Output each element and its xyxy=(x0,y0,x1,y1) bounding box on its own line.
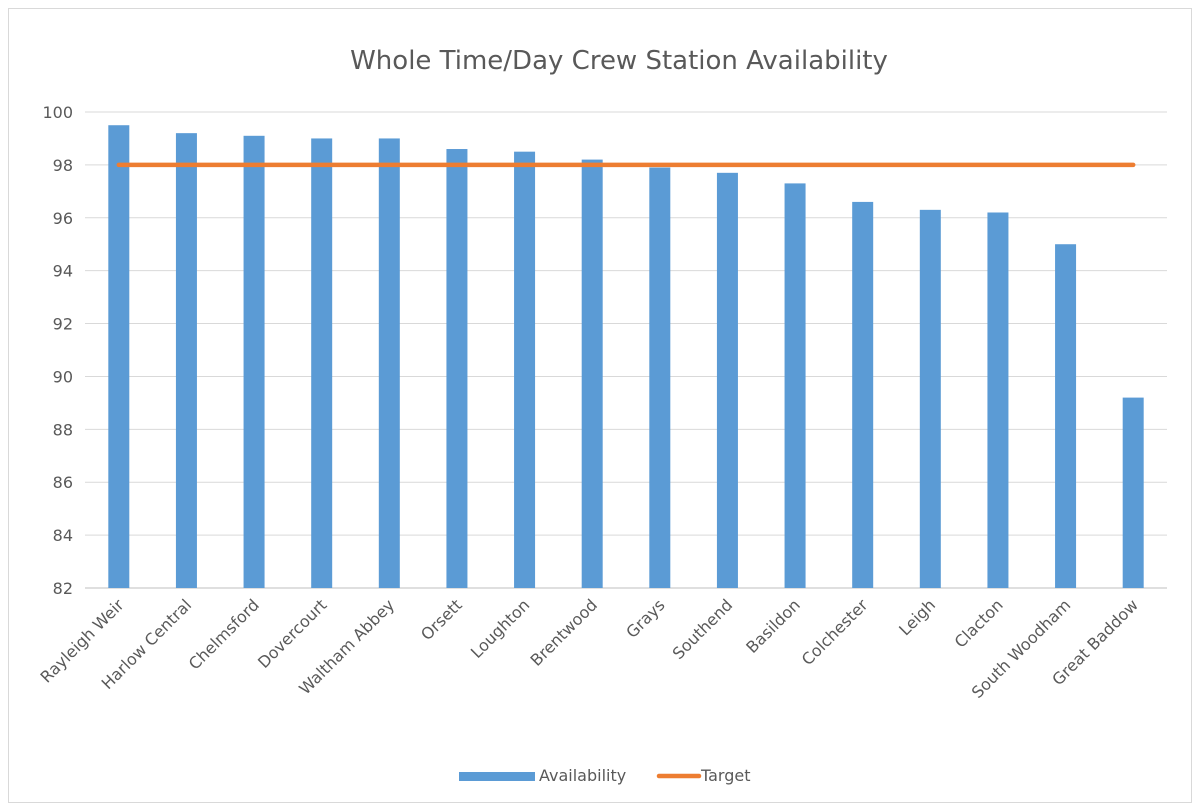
bar-loughton xyxy=(514,151,536,588)
bar-leigh xyxy=(919,209,941,588)
x-tick-label: Brentwood xyxy=(527,595,601,669)
x-tick-label: Clacton xyxy=(951,595,1007,651)
bar-brentwood xyxy=(581,159,603,588)
bar-south-woodham xyxy=(1055,244,1077,588)
y-tick-label: 84 xyxy=(53,526,73,545)
bar-southend xyxy=(716,172,738,589)
y-tick-label: 94 xyxy=(53,262,73,281)
y-tick-label: 98 xyxy=(53,156,73,175)
bar-colchester xyxy=(852,201,874,588)
y-tick-label: 96 xyxy=(53,209,73,228)
bar-chelmsford xyxy=(243,135,265,589)
chart-frame: Whole Time/Day Crew Station Availability… xyxy=(8,8,1192,803)
bar-clacton xyxy=(987,212,1009,588)
legend-swatch-availability xyxy=(459,772,535,781)
y-tick-label: 90 xyxy=(53,367,73,386)
bar-orsett xyxy=(446,149,468,588)
x-tick-label: Leigh xyxy=(895,595,939,639)
bar-grays xyxy=(649,167,671,589)
legend-label-availability: Availability xyxy=(539,766,626,785)
legend: Availability Target xyxy=(459,766,751,785)
bar-dovercourt xyxy=(311,138,333,588)
y-tick-label: 100 xyxy=(42,103,73,122)
x-tick-label: Southend xyxy=(669,595,737,663)
x-tick-label: Chelmsford xyxy=(185,595,263,673)
legend-label-target: Target xyxy=(700,766,751,785)
bar-rayleigh-weir xyxy=(108,125,130,588)
y-tick-label: 92 xyxy=(53,315,73,334)
x-tick-label: Orsett xyxy=(417,595,466,644)
bar-series xyxy=(108,125,1144,589)
x-tick-label: Grays xyxy=(622,595,668,641)
chart-title: Whole Time/Day Crew Station Availability xyxy=(350,46,888,76)
y-axis: 82 84 86 88 90 92 94 96 98 100 xyxy=(42,103,73,598)
bar-waltham-abbey xyxy=(378,138,400,588)
x-tick-label: Loughton xyxy=(467,595,534,662)
y-tick-label: 86 xyxy=(53,473,73,492)
chart-svg: Whole Time/Day Crew Station Availability… xyxy=(36,46,1167,785)
bar-basildon xyxy=(784,183,806,588)
x-tick-label: Colchester xyxy=(798,595,872,669)
y-tick-label: 82 xyxy=(53,579,73,598)
bar-great-baddow xyxy=(1122,397,1144,588)
y-tick-label: 88 xyxy=(53,420,73,439)
x-tick-label: Basildon xyxy=(742,595,804,657)
bar-harlow-central xyxy=(175,133,197,588)
